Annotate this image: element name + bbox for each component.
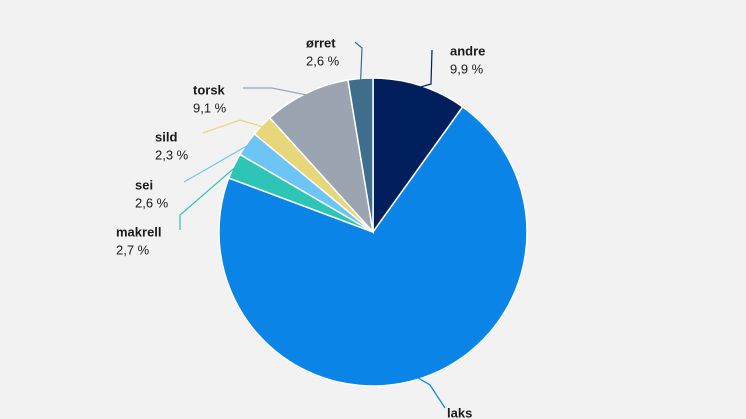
leader-line bbox=[179, 166, 237, 230]
leader-line bbox=[183, 144, 249, 183]
slice-label: sei bbox=[135, 177, 153, 192]
slice-value: 2,7 % bbox=[116, 242, 150, 257]
slice-value: 2,6 % bbox=[306, 53, 340, 68]
slice-value: 9,9 % bbox=[450, 61, 484, 76]
pie-slice bbox=[372, 77, 464, 235]
leader-line bbox=[202, 119, 264, 134]
slice-value: 2,3 % bbox=[155, 147, 189, 162]
leader-line bbox=[354, 41, 363, 81]
slice-label: torsk bbox=[193, 82, 226, 97]
leader-line bbox=[416, 376, 446, 409]
pie-slice bbox=[218, 105, 528, 387]
leader-line bbox=[419, 49, 433, 88]
slice-label: ørret bbox=[306, 35, 336, 50]
slice-label: makrell bbox=[116, 224, 162, 239]
slice-label: sild bbox=[155, 129, 177, 144]
pie-slice bbox=[268, 79, 375, 235]
slice-label: laks bbox=[447, 405, 472, 419]
slice-value: 9,1 % bbox=[193, 100, 227, 115]
slice-label: andre bbox=[450, 43, 485, 58]
slice-value: 2,6 % bbox=[135, 195, 169, 210]
leader-line bbox=[243, 87, 308, 96]
